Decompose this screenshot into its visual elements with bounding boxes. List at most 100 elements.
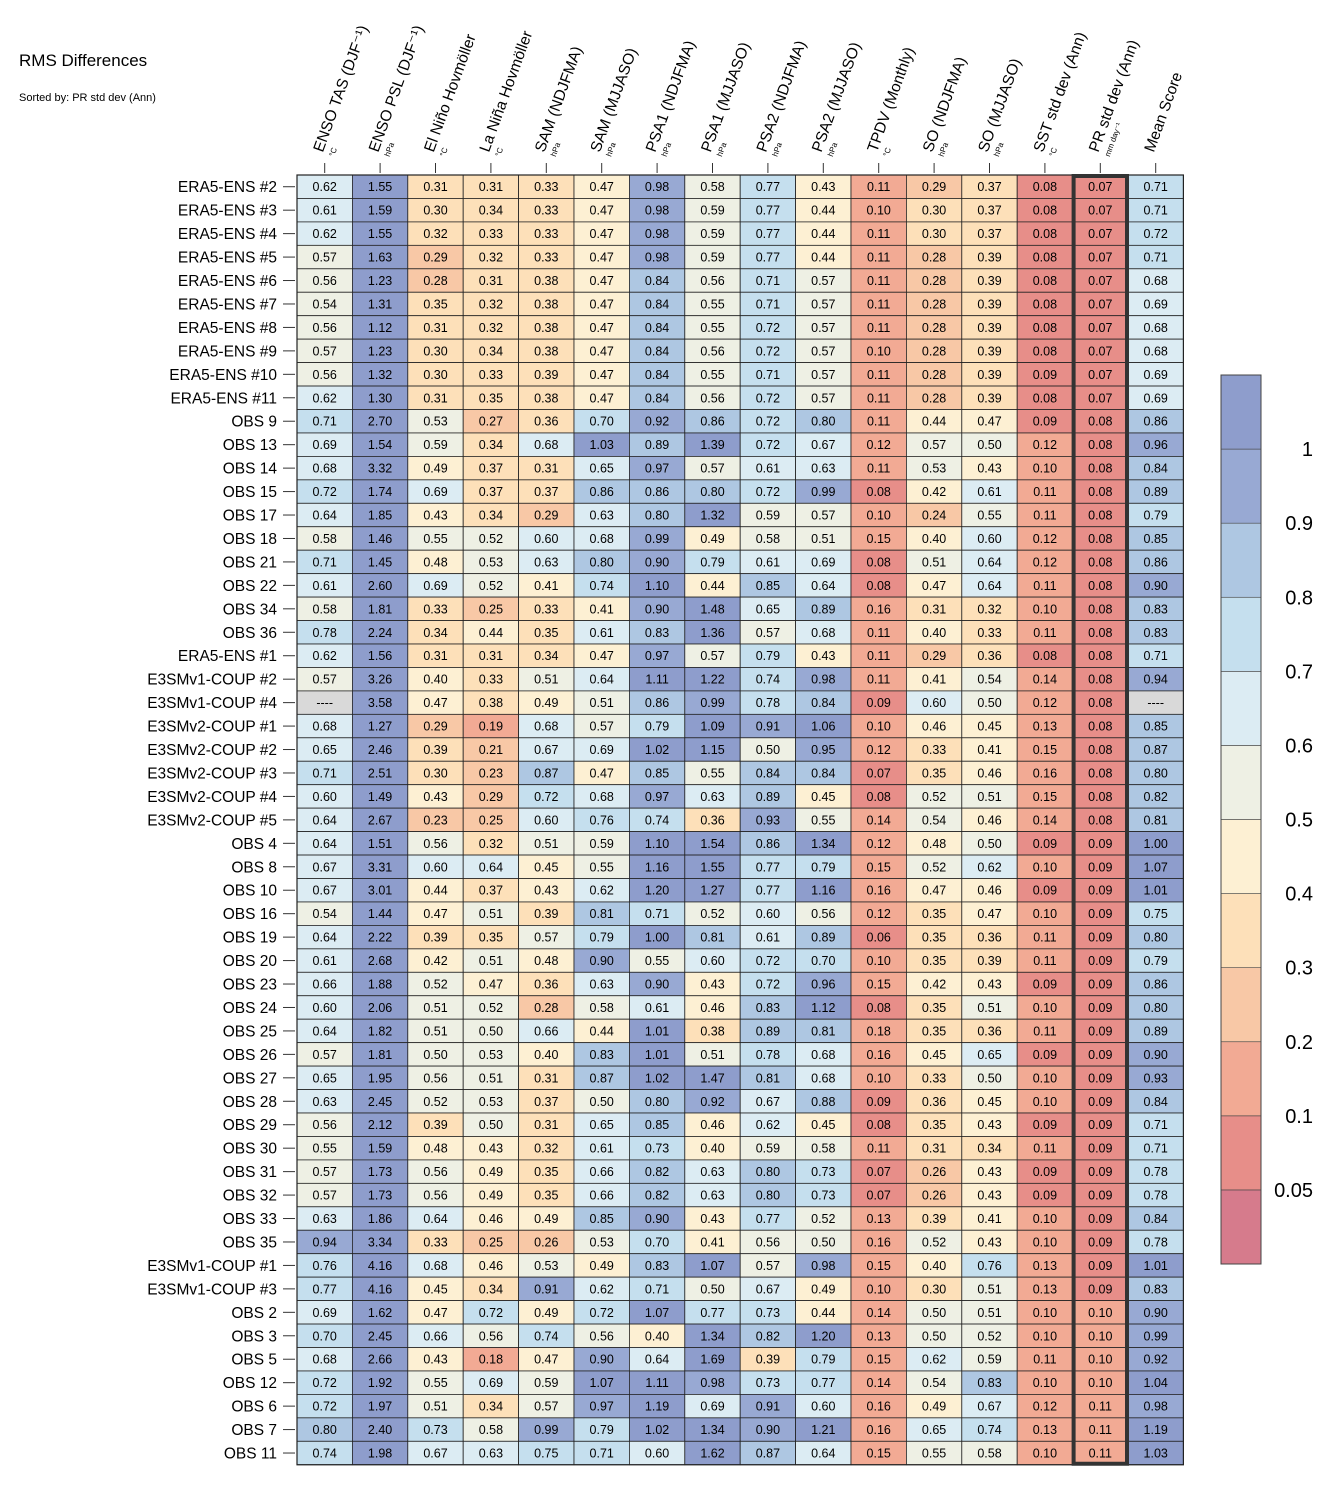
colorbar-tick-label: 0.7 (1285, 661, 1313, 683)
cell-value: 0.63 (313, 1095, 337, 1109)
cell-value: 0.50 (423, 1048, 447, 1062)
cell-value: 0.08 (1088, 743, 1112, 757)
cell-value: 0.68 (590, 790, 614, 804)
cell-value: 0.08 (1033, 204, 1057, 218)
cell-value: 0.72 (756, 954, 780, 968)
cell-value: 0.54 (922, 1376, 946, 1390)
cell-value: 0.07 (1088, 274, 1112, 288)
column-header: PR std dev (Ann)mm day⁻¹ (1086, 38, 1142, 158)
cell-value: 0.90 (645, 1212, 669, 1226)
cell-value: 0.16 (1033, 766, 1057, 780)
cell-value: 0.10 (1033, 1447, 1057, 1461)
cell-value: 0.90 (590, 1353, 614, 1367)
cell-value: 1.15 (700, 743, 724, 757)
cell-value: 0.56 (700, 274, 724, 288)
cell-value: 0.65 (313, 1071, 337, 1085)
cell-value: 0.78 (313, 626, 337, 640)
cell-value: 0.51 (977, 1282, 1001, 1296)
cell-value: 0.09 (1088, 1212, 1112, 1226)
row-label: E3SMv2-COUP #2 (147, 742, 277, 759)
cell-value: 0.34 (479, 1282, 503, 1296)
cell-value: 0.72 (756, 344, 780, 358)
cell-value: 0.28 (922, 368, 946, 382)
cell-value: 0.51 (423, 1400, 447, 1414)
cell-value: 0.26 (534, 1235, 558, 1249)
cell-value: 1.47 (700, 1071, 724, 1085)
cell-value: 0.55 (922, 1447, 946, 1461)
cell-value: 0.58 (590, 1001, 614, 1015)
cell-value: 0.06 (867, 931, 891, 945)
cell-value: 4.16 (368, 1259, 392, 1273)
cell-value: 0.49 (479, 1165, 503, 1179)
cell-value: 0.47 (590, 251, 614, 265)
cell-value: 0.68 (534, 720, 558, 734)
cell-value: 0.70 (811, 954, 835, 968)
cell-value: 0.33 (534, 204, 558, 218)
cell-value: 1.31 (368, 297, 392, 311)
cell-value: 0.93 (756, 813, 780, 827)
cell-value: 0.56 (479, 1329, 503, 1343)
cell-value: 0.10 (1088, 1306, 1112, 1320)
cell-value: 1.81 (368, 1048, 392, 1062)
cell-value: 0.55 (700, 321, 724, 335)
column-label: ENSO TAS (DJF⁻¹) (310, 23, 372, 154)
cell-value: 0.15 (867, 1259, 891, 1273)
cell-value: 0.33 (479, 227, 503, 241)
cell-value: 0.48 (423, 555, 447, 569)
cell-value: 3.32 (368, 462, 392, 476)
cell-value: 0.89 (645, 438, 669, 452)
cell-value: 0.82 (645, 1189, 669, 1203)
cell-value: 0.74 (756, 673, 780, 687)
cell-value: 2.22 (368, 931, 392, 945)
cell-value: 0.83 (756, 1001, 780, 1015)
cell-value: 0.90 (756, 1423, 780, 1437)
cell-value: 0.09 (1033, 978, 1057, 992)
cell-value: 0.39 (922, 1212, 946, 1226)
cell-value: 0.61 (645, 1001, 669, 1015)
cell-value: 0.81 (700, 931, 724, 945)
cell-value: 0.56 (423, 1189, 447, 1203)
cell-value: 0.08 (1033, 391, 1057, 405)
row-label: E3SMv2-COUP #5 (147, 812, 277, 829)
colorbar-tick-label: 0.5 (1285, 810, 1313, 832)
cell-value: 0.69 (811, 555, 835, 569)
colorbar-segment (1220, 1189, 1262, 1265)
cell-value: 0.10 (1033, 1306, 1057, 1320)
cell-value: 0.82 (1144, 790, 1168, 804)
cell-value: 0.15 (867, 532, 891, 546)
cell-value: 0.33 (479, 673, 503, 687)
cell-value: 0.58 (313, 532, 337, 546)
cell-value: 0.08 (1088, 462, 1112, 476)
cell-value: 0.10 (1088, 1353, 1112, 1367)
chart-subtitle: Sorted by: PR std dev (Ann) (19, 92, 156, 104)
cell-value: 1.00 (645, 931, 669, 945)
cell-value: 0.47 (590, 274, 614, 288)
cell-value: 0.72 (756, 438, 780, 452)
cell-value: 0.38 (700, 1024, 724, 1038)
cell-value: 0.45 (977, 720, 1001, 734)
cell-value: 0.71 (590, 1447, 614, 1461)
cell-value: 0.71 (756, 274, 780, 288)
cell-value: 0.38 (534, 274, 558, 288)
cell-value: 0.62 (977, 860, 1001, 874)
cell-value: 0.16 (867, 1235, 891, 1249)
cell-value: 0.49 (590, 1259, 614, 1273)
cell-value: 0.49 (423, 462, 447, 476)
cell-value: 0.67 (756, 1282, 780, 1296)
cell-value: 0.51 (479, 954, 503, 968)
cell-value: 0.57 (756, 626, 780, 640)
cell-value: 0.09 (1088, 1095, 1112, 1109)
cell-value: 0.08 (1033, 274, 1057, 288)
cell-value: 0.39 (977, 368, 1001, 382)
cell-value: 0.38 (534, 321, 558, 335)
cell-value: 0.43 (700, 978, 724, 992)
cell-value: 1.27 (368, 720, 392, 734)
cell-value: 0.76 (977, 1259, 1001, 1273)
cell-value: 0.35 (534, 626, 558, 640)
cell-value: 0.72 (313, 485, 337, 499)
cell-value: 0.98 (811, 1259, 835, 1273)
cell-value: 0.33 (534, 227, 558, 241)
cell-value: 0.57 (811, 344, 835, 358)
column-header: PSA2 (MJJASO)hPa (809, 40, 864, 158)
cell-value: 0.59 (756, 509, 780, 523)
